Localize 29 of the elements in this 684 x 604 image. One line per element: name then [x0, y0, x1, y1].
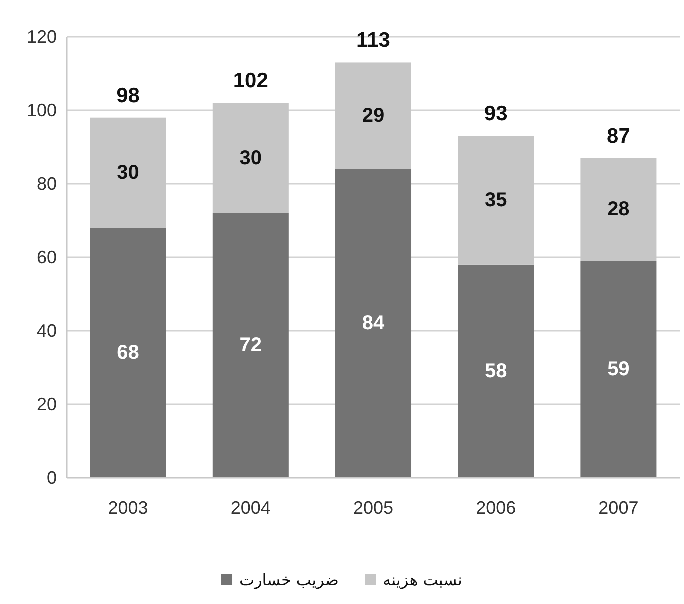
x-tick-label: 2004: [230, 498, 271, 518]
y-tick-label: 100: [26, 100, 57, 120]
x-tick-label: 2007: [598, 498, 639, 518]
x-tick-label: 2006: [476, 498, 516, 518]
data-label: 58: [484, 360, 508, 382]
data-label: 29: [362, 105, 385, 127]
y-tick-label: 20: [36, 394, 57, 414]
data-label: 84: [362, 312, 385, 335]
data-label: 35: [484, 190, 508, 212]
x-tick-label: 2003: [108, 498, 148, 518]
data-label: 68: [117, 342, 140, 364]
data-label: 30: [240, 147, 262, 170]
data-label: 28: [608, 198, 630, 221]
total-label: 113: [356, 29, 390, 52]
data-label: 30: [117, 162, 140, 184]
y-tick-label: 40: [36, 321, 57, 341]
total-label: 87: [607, 124, 630, 148]
total-label: 102: [233, 70, 268, 93]
legend-label: ضریب خسارت: [240, 570, 339, 590]
y-tick-label: 80: [36, 174, 57, 194]
total-label: 98: [116, 84, 140, 108]
legend-label: نسبت هزینه: [383, 570, 462, 590]
total-label: 93: [484, 102, 508, 126]
x-tick-label: 2005: [353, 498, 394, 518]
y-tick-label: 120: [26, 27, 57, 47]
data-label: 72: [240, 334, 262, 357]
y-tick-label: 60: [36, 248, 57, 268]
y-tick-label: 0: [46, 468, 57, 488]
data-label: 59: [608, 358, 630, 381]
